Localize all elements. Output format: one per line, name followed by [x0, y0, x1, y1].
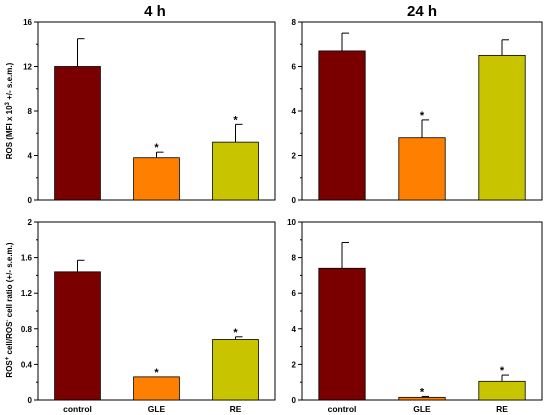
- y-tick-label: 12: [23, 63, 32, 72]
- bar-re: [478, 380, 526, 401]
- x-category-label: control: [63, 404, 92, 414]
- panel-24h-ros: 0 2 4 6 8 *: [292, 18, 543, 205]
- bar-control: [54, 271, 101, 401]
- y-tick-label: 4: [292, 107, 297, 116]
- bar-gle: [398, 137, 446, 201]
- bar-re: [212, 339, 259, 401]
- x-category-label: GLE: [148, 404, 166, 414]
- y-tick-label: 6: [292, 63, 297, 72]
- y-tick-label: 0: [292, 196, 297, 205]
- y-tick-label: 0.8: [21, 325, 33, 334]
- y-tick-label: 8: [292, 254, 297, 263]
- column-title-4h: 4 h: [144, 3, 166, 20]
- y-tick-label: 2: [292, 360, 297, 369]
- panel-4h-ros: 0 4 8 12 16 * *: [23, 18, 276, 205]
- y-axis-label-top: ROS (MFI x 103 +/- s.e.m.): [5, 62, 14, 159]
- bar-gle: [133, 376, 180, 401]
- y-axis-label-bottom: ROS+ cell/ROS- cell ratio (+/- s.e.m.): [5, 242, 14, 377]
- bar-control: [318, 267, 366, 401]
- y-tick-label: 1.6: [21, 254, 33, 263]
- significance-marker: *: [420, 386, 425, 398]
- bar-re: [478, 54, 526, 201]
- y-tick-label: 1.2: [21, 289, 33, 298]
- y-tick-label: 10: [287, 218, 296, 227]
- significance-marker: *: [154, 142, 159, 154]
- significance-marker: *: [154, 367, 159, 379]
- bar-gle: [133, 157, 180, 201]
- y-tick-label: 16: [23, 18, 32, 27]
- x-category-label: RE: [230, 404, 242, 414]
- x-category-label: GLE: [413, 404, 431, 414]
- y-tick-label: 4: [28, 152, 33, 161]
- panel-24h-ratio: 0 2 4 6 8 10 control * GLE * RE: [287, 218, 543, 414]
- significance-marker: *: [420, 110, 425, 122]
- significance-marker: *: [233, 114, 238, 126]
- x-category-label: RE: [496, 404, 508, 414]
- column-title-24h: 24 h: [407, 3, 437, 20]
- y-tick-label: 0.4: [21, 360, 33, 369]
- y-tick-label: 0: [292, 396, 297, 405]
- x-category-label: control: [328, 404, 357, 414]
- bar-control: [54, 66, 101, 201]
- bar-re: [212, 141, 259, 201]
- y-tick-label: 4: [292, 325, 297, 334]
- bar-control: [318, 50, 366, 201]
- y-tick-label: 8: [292, 18, 297, 27]
- y-tick-label: 2: [28, 218, 33, 227]
- y-tick-label: 8: [28, 107, 33, 116]
- y-tick-label: 0: [28, 196, 33, 205]
- y-tick-label: 0: [28, 396, 33, 405]
- y-tick-label: 2: [292, 152, 297, 161]
- significance-marker: *: [233, 327, 238, 339]
- panel-4h-ratio: 0 0.4 0.8 1.2 1.6 2 control * GLE * RE: [21, 218, 276, 414]
- significance-marker: *: [500, 365, 505, 377]
- y-tick-label: 6: [292, 289, 297, 298]
